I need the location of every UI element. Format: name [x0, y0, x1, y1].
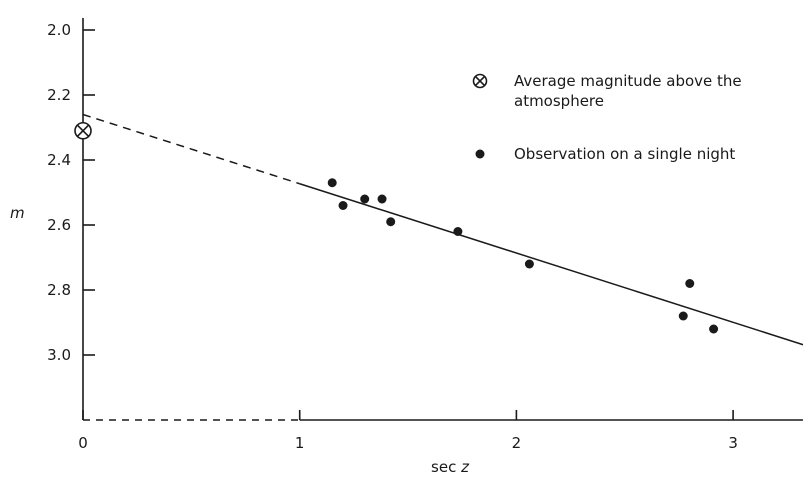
y-tick-label: 2.0	[47, 21, 71, 39]
y-tick-label: 2.8	[47, 281, 71, 299]
x-tick-label: 0	[78, 434, 88, 452]
legend-observation-label: Observation on a single night	[514, 145, 735, 163]
circled-cross-stroke	[76, 124, 90, 137]
fit-line-group	[82, 113, 803, 346]
legend-observation-icon	[475, 149, 485, 159]
data-points	[74, 121, 719, 334]
circled-cross-stroke	[474, 75, 486, 87]
observation-point	[678, 311, 688, 321]
legend-average-icon	[472, 73, 488, 89]
observation-point	[453, 227, 463, 236]
observation-point	[338, 201, 348, 210]
observation-point	[327, 178, 337, 188]
x-tick-label: 1	[295, 434, 305, 452]
observation-point	[386, 217, 396, 227]
y-tick-label: 2.2	[47, 86, 71, 104]
average-magnitude-marker	[74, 121, 92, 140]
observation-point	[524, 259, 534, 269]
legend: Average magnitude above the atmosphere Obs…	[472, 72, 742, 163]
x-tick-label: 2	[512, 434, 522, 452]
x-axis-label: sec z	[431, 458, 470, 476]
fit-line-dashed-extrapolation	[82, 113, 300, 185]
x-tick-label: 3	[728, 434, 738, 452]
x-axis-label-prefix: sec	[431, 458, 461, 476]
x-axis-label-variable: z	[460, 458, 470, 476]
y-tick-label: 2.4	[47, 151, 71, 169]
axes: 2.0 2.2 2.4 2.6 2.8 3.0 0 1 2 3	[47, 18, 803, 452]
y-tick-label: 2.6	[47, 216, 71, 234]
observation-point	[709, 324, 719, 334]
fit-line-solid	[299, 183, 803, 346]
observation-point	[685, 279, 695, 288]
y-axis-label: m	[10, 204, 25, 222]
observation-point	[377, 194, 387, 204]
legend-average-label: Average magnitude above the	[514, 72, 742, 90]
observation-point	[360, 194, 370, 204]
y-tick-label: 3.0	[47, 346, 71, 364]
legend-average-label: atmosphere	[514, 92, 604, 110]
